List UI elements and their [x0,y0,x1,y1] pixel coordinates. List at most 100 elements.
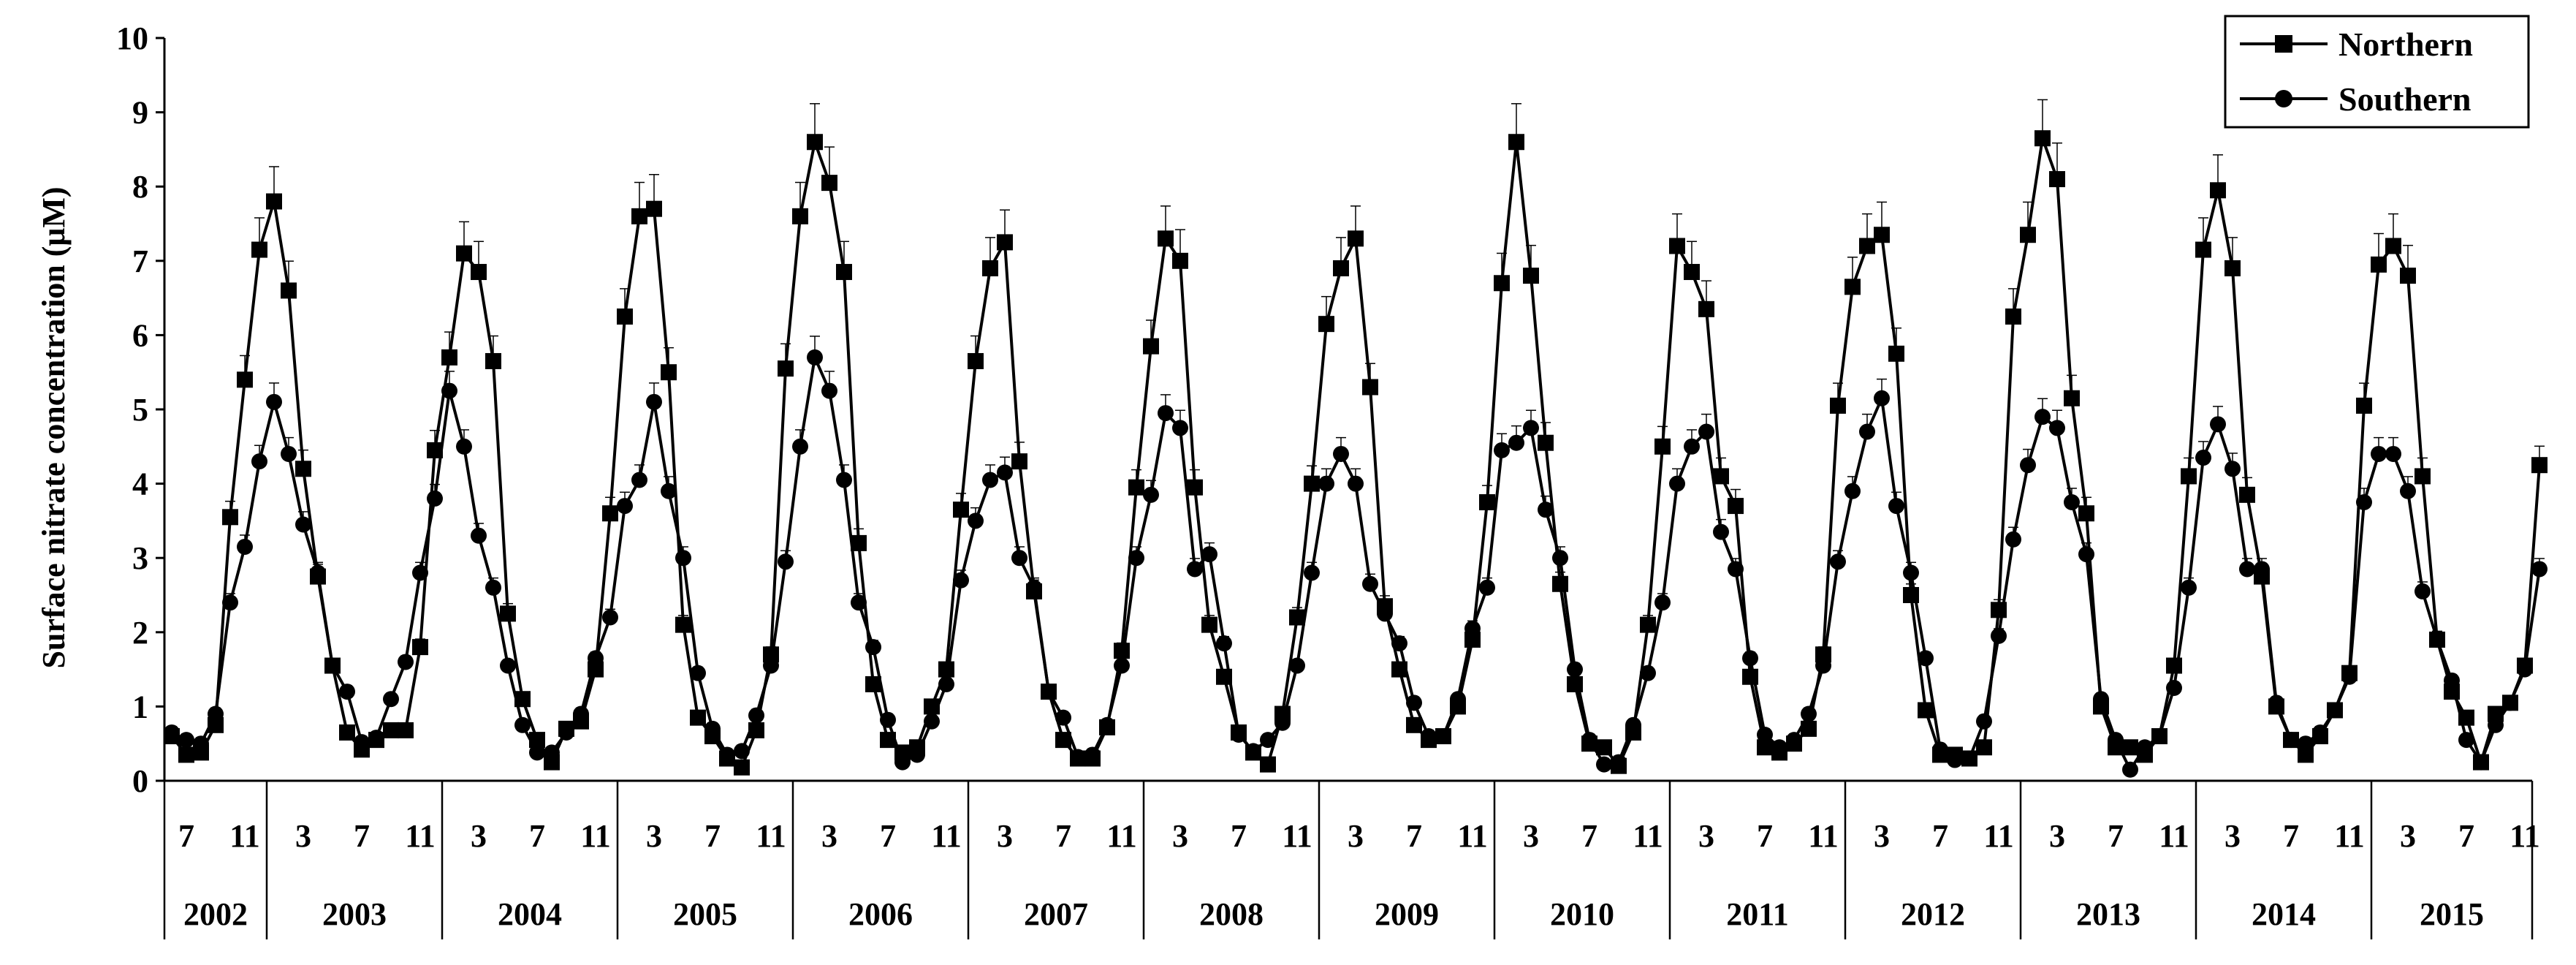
year-label: 2011 [1726,896,1789,932]
point-northern [1844,279,1861,295]
year-label: 2003 [322,896,387,932]
point-northern [1011,453,1027,470]
point-southern [2531,561,2547,578]
point-southern [1757,727,1773,743]
point-southern [909,746,925,763]
point-southern [1245,743,1261,760]
point-southern [2414,583,2431,599]
point-southern [383,691,399,708]
point-southern [1538,502,1554,518]
point-northern [982,260,998,276]
point-southern [588,650,604,667]
year-label: 2010 [1550,896,1614,932]
point-northern [398,722,414,738]
point-southern [1859,423,1875,440]
point-southern [1333,445,1349,462]
point-northern [1684,264,1700,281]
point-southern [2385,445,2401,462]
point-southern [2181,579,2197,596]
point-southern [704,720,721,737]
point-southern [2122,761,2138,778]
point-southern [690,665,706,681]
point-southern [1640,665,1656,681]
point-southern [529,744,545,761]
point-southern [2502,695,2518,711]
x-tick-label: 11 [229,818,260,854]
year-label: 2007 [1024,896,1088,932]
point-southern [1304,564,1320,581]
point-southern [1669,475,1685,492]
point-southern [251,453,267,470]
point-northern [2049,171,2065,188]
x-tick-label: 11 [405,818,436,854]
x-tick-label: 3 [1698,818,1714,854]
x-tick-label: 11 [2509,818,2540,854]
point-southern [894,754,911,771]
point-southern [1654,594,1671,611]
y-tick-label: 0 [132,763,148,799]
point-southern [836,472,852,488]
point-northern [1728,498,1744,515]
x-tick-label: 11 [580,818,611,854]
point-northern [2122,739,2138,756]
point-southern [1698,423,1714,440]
x-tick-label: 11 [2159,818,2189,854]
point-southern [2268,695,2284,711]
point-northern [1874,227,1890,243]
point-southern [1348,475,1364,492]
point-southern [1201,546,1217,563]
point-northern [2444,684,2460,700]
point-northern [2298,746,2314,763]
point-southern [2108,732,2124,749]
point-northern [339,724,355,741]
y-tick-label: 3 [132,540,148,576]
x-tick-label: 7 [704,818,721,854]
y-tick-label: 6 [132,317,148,353]
legend-label: Southern [2338,80,2471,118]
point-northern [1348,230,1364,247]
x-tick-label: 3 [1348,818,1364,854]
point-southern [1041,684,1057,700]
y-tick-label: 4 [132,466,148,502]
point-northern [2239,486,2255,503]
point-northern [178,746,194,763]
point-northern [1304,475,1320,492]
x-tick-label: 7 [880,818,896,854]
point-northern [1713,468,1729,485]
point-southern [1874,390,1890,406]
year-label: 2015 [2420,896,2484,932]
point-northern [1654,438,1671,455]
point-northern [646,200,662,217]
point-northern [251,241,267,258]
point-southern [2210,416,2226,433]
point-southern [441,382,457,399]
point-southern [2356,494,2372,510]
point-northern [1538,434,1554,451]
point-southern [865,639,881,656]
x-tick-label: 3 [997,818,1013,854]
point-northern [938,661,954,678]
point-southern [2312,724,2328,741]
point-southern [792,438,808,455]
point-southern [1143,486,1159,503]
x-tick-label: 7 [2458,818,2474,854]
point-southern [237,538,253,555]
point-southern [1523,420,1539,436]
point-southern [1216,635,1232,652]
point-northern [1464,631,1481,648]
point-northern [2064,390,2080,406]
point-southern [1830,553,1846,570]
point-northern [2195,241,2211,258]
point-northern [2224,260,2241,276]
point-southern [2371,445,2387,462]
point-southern [266,393,282,410]
point-southern [1947,752,1963,768]
x-tick-label: 11 [756,818,786,854]
point-southern [2254,561,2270,578]
point-northern [865,676,881,692]
y-tick-label: 10 [116,20,148,56]
point-southern [1099,716,1115,733]
point-southern [1932,741,1948,758]
point-northern [2400,268,2416,284]
point-northern [514,691,531,708]
